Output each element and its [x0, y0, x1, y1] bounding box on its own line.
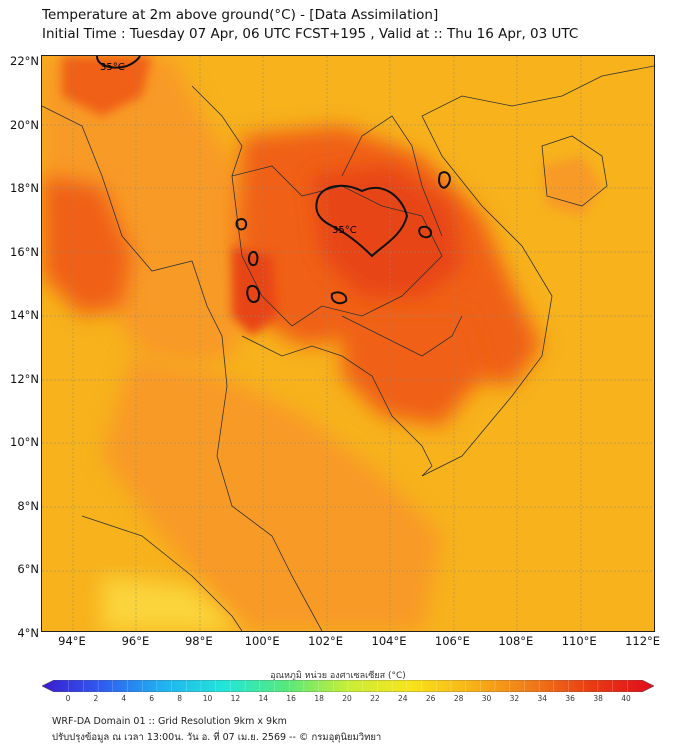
field-core — [312, 166, 462, 296]
chart-title: Temperature at 2m above ground(°C) - [Da… — [42, 7, 439, 23]
lat-tick-label: 12°N — [10, 371, 39, 386]
field-tenasserim — [232, 246, 277, 336]
contour-35-north — [96, 56, 141, 69]
lat-lon-grid — [42, 56, 654, 631]
colorbar-tick-label: 20 — [342, 694, 352, 703]
isotherm-contours — [96, 56, 451, 305]
contour-35-west-c — [246, 284, 260, 304]
contour-35-south — [330, 291, 348, 305]
lon-tick-label: 106°E — [434, 634, 470, 648]
colorbar-tick-label: 30 — [481, 694, 492, 703]
contour-35-west-a — [235, 218, 248, 231]
border-cambodia — [341, 315, 463, 357]
lon-tick-label: 112°E — [625, 634, 661, 648]
field-cambodia — [342, 316, 482, 426]
lat-tick-label: 14°N — [10, 308, 39, 322]
coast-vietnam — [421, 65, 654, 477]
colorbar-tick-label: 22 — [370, 694, 380, 703]
coast-hainan — [541, 135, 608, 207]
colorbar-tick-label: 28 — [453, 694, 464, 703]
field-hainan — [542, 156, 602, 216]
contour-label-central: 35°C — [332, 225, 357, 236]
colorbar-tick-label: 24 — [398, 694, 408, 703]
colorbar-tick-label: 14 — [258, 694, 269, 703]
contour-label-north: 35°C — [100, 62, 125, 73]
colorbar-tick-label: 18 — [314, 694, 324, 703]
field-sumatra — [102, 576, 242, 631]
lon-tick-label: 96°E — [121, 634, 150, 648]
field-south — [102, 356, 442, 631]
colorbar-tick-label: 26 — [425, 694, 436, 703]
colorbar-tick-label: 0 — [65, 694, 71, 703]
coast-gulf-thailand — [241, 335, 433, 477]
colorbar — [42, 680, 654, 692]
border-laos — [341, 115, 443, 237]
lon-tick-label: 98°E — [184, 634, 213, 648]
lat-tick-label: 6°N — [17, 562, 39, 576]
temperature-field — [42, 56, 602, 631]
lon-tick-label: 102°E — [308, 634, 344, 648]
colorbar-tick-label: 4 — [121, 694, 127, 703]
contour-35-central — [315, 184, 409, 258]
border-myanmar-laos — [191, 85, 243, 177]
colorbar-tick-label: 32 — [509, 694, 520, 703]
lon-tick-label: 110°E — [561, 634, 597, 648]
field-myanmar — [42, 56, 257, 366]
colorbar-tick-label: 10 — [202, 694, 213, 703]
footer-model-info: WRF-DA Domain 01 :: Grid Resolution 9km … — [52, 716, 287, 727]
footer-update-info: ปรับปรุงข้อมูล ณ เวลา 13:00น. วัน อ. ที่… — [52, 732, 382, 743]
colorbar-tick-label: 12 — [230, 694, 241, 703]
lon-tick-label: 100°E — [244, 634, 280, 648]
colorbar-tick-label: 36 — [565, 694, 575, 703]
colorbar-tick-label: 6 — [149, 694, 155, 703]
lat-tick-label: 16°N — [10, 244, 39, 259]
border-thailand — [231, 165, 443, 327]
lon-tick-label: 104°E — [371, 634, 407, 648]
lat-tick-label: 20°N — [10, 117, 39, 132]
lon-tick-label: 108°E — [498, 634, 534, 648]
colorbar-tick-label: 38 — [593, 694, 603, 703]
contour-35-west-b — [247, 250, 259, 267]
contour-35-laos — [418, 225, 432, 239]
lat-tick-label: 22°N — [10, 54, 39, 68]
coast-west-peninsula — [42, 105, 323, 631]
chart-subtitle-times: Initial Time : Tuesday 07 Apr, 06 UTC FC… — [42, 26, 579, 42]
coast-sumatra — [81, 515, 243, 631]
lat-tick-label: 8°N — [17, 498, 39, 513]
lat-tick-label: 10°N — [10, 435, 39, 449]
coastlines-borders — [42, 65, 654, 631]
field-north — [62, 56, 152, 116]
field-west — [42, 176, 132, 316]
temperature-map[interactable]: 35°C 35°C — [41, 55, 655, 632]
colorbar-tick-label: 8 — [177, 694, 182, 703]
map-canvas: 35°C 35°C — [42, 56, 654, 631]
colorbar-tick-label: 34 — [537, 694, 548, 703]
lat-tick-label: 18°N — [10, 181, 39, 195]
lat-tick-label: 4°N — [17, 625, 39, 640]
lon-tick-label: 94°E — [58, 634, 86, 648]
contour-35-east — [438, 171, 451, 189]
colorbar-tick-label: 2 — [93, 694, 99, 703]
colorbar-tick-label: 16 — [286, 694, 296, 703]
colorbar-tick-label: 40 — [621, 694, 631, 703]
colorbar-title: อุณหภูมิ หน่วย องศาเซลเซียส (°C) — [270, 671, 406, 681]
